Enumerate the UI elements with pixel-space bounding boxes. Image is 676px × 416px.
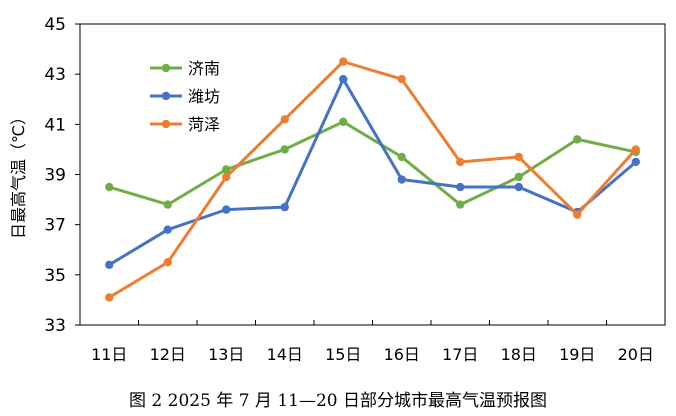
- data-point-2-5: [397, 74, 406, 84]
- data-point-0-7: [514, 172, 523, 182]
- x-tick-label: 14日: [267, 345, 303, 364]
- x-tick-label: 19日: [559, 345, 595, 364]
- x-tick-label: 17日: [442, 345, 478, 364]
- x-tick-label: 12日: [150, 345, 186, 364]
- data-point-0-2: [222, 165, 231, 174]
- data-point-0-1: [163, 200, 172, 209]
- legend-marker-0: [161, 63, 171, 73]
- series-line-2: [107, 60, 638, 299]
- legend-label-2: 菏泽: [188, 115, 220, 134]
- data-point-1-0: [105, 260, 114, 269]
- x-tick-label: 16日: [384, 345, 420, 364]
- y-tick-label: 41: [44, 115, 66, 135]
- data-point-1-2: [222, 205, 231, 214]
- data-point-0-0: [105, 182, 114, 192]
- data-point-0-3: [280, 145, 289, 154]
- x-tick-label: 11日: [91, 345, 127, 364]
- y-tick-label: 45: [44, 15, 66, 35]
- data-point-2-8: [573, 210, 582, 219]
- data-point-2-6: [456, 157, 465, 167]
- legend-label-0: 济南: [188, 59, 220, 78]
- data-point-1-1: [163, 225, 172, 234]
- data-point-2-2: [222, 172, 231, 182]
- series-line-0: [107, 120, 638, 207]
- data-point-1-5: [397, 175, 406, 184]
- y-tick-label: 37: [44, 216, 66, 236]
- y-tick-label: 33: [44, 316, 66, 336]
- x-tick-label: 13日: [208, 345, 244, 364]
- data-point-0-8: [573, 135, 582, 144]
- data-point-2-9: [631, 145, 640, 154]
- legend-label-1: 潍坊: [188, 87, 220, 106]
- data-point-2-1: [163, 258, 172, 267]
- y-tick-label: 35: [44, 266, 66, 286]
- y-tick-label: 39: [44, 166, 66, 186]
- x-tick-label: 20日: [618, 345, 654, 364]
- data-point-1-3: [280, 202, 289, 212]
- figure-caption: 图 2 2025 年 7 月 11—20 日部分城市最高气温预报图: [129, 391, 547, 411]
- data-point-2-4: [339, 57, 348, 66]
- y-axis-label: 日最高气温（℃）: [9, 109, 28, 239]
- data-point-0-5: [397, 152, 406, 162]
- data-point-1-6: [456, 182, 465, 192]
- legend-marker-2: [161, 119, 171, 129]
- data-point-2-7: [514, 152, 523, 162]
- x-tick-label: 15日: [325, 345, 361, 364]
- data-point-0-4: [339, 117, 348, 127]
- data-point-1-4: [339, 74, 348, 84]
- series-line-1: [107, 77, 638, 267]
- y-tick-label: 43: [44, 65, 66, 85]
- line-chart: 日最高气温（℃） 33 35 37 39 41 43 45 11日 12日 13日 14日 15日 1…: [9, 15, 666, 364]
- legend-marker-1: [161, 91, 171, 101]
- data-point-2-3: [280, 115, 289, 124]
- data-point-1-7: [514, 182, 523, 192]
- data-point-1-9: [631, 157, 640, 167]
- data-point-0-6: [456, 200, 465, 209]
- data-point-2-0: [105, 293, 114, 302]
- x-tick-label: 18日: [501, 345, 537, 364]
